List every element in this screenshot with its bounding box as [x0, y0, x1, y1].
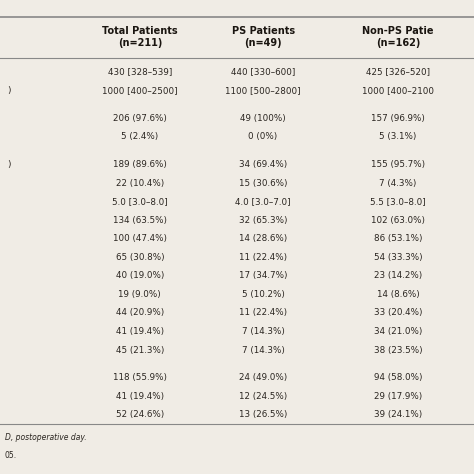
Text: 23 (14.2%): 23 (14.2%)	[374, 271, 422, 280]
Text: 05.: 05.	[5, 451, 17, 459]
Text: 7 (14.3%): 7 (14.3%)	[242, 346, 284, 355]
Text: 102 (63.0%): 102 (63.0%)	[371, 216, 425, 225]
Text: 12 (24.5%): 12 (24.5%)	[239, 392, 287, 401]
Text: 189 (89.6%): 189 (89.6%)	[113, 160, 167, 169]
Text: 40 (19.0%): 40 (19.0%)	[116, 271, 164, 280]
Text: 45 (21.3%): 45 (21.3%)	[116, 346, 164, 355]
Text: 34 (21.0%): 34 (21.0%)	[374, 327, 422, 336]
Text: 5.5 [3.0–8.0]: 5.5 [3.0–8.0]	[370, 197, 426, 206]
Text: 430 [328–539]: 430 [328–539]	[108, 67, 172, 76]
Text: 39 (24.1%): 39 (24.1%)	[374, 410, 422, 419]
Text: 155 (95.7%): 155 (95.7%)	[371, 160, 425, 169]
Text: 5.0 [3.0–8.0]: 5.0 [3.0–8.0]	[112, 197, 168, 206]
Text: 134 (63.5%): 134 (63.5%)	[113, 216, 167, 225]
Text: ): )	[7, 160, 10, 169]
Text: 1000 [400–2500]: 1000 [400–2500]	[102, 86, 178, 95]
Text: 425 [326–520]: 425 [326–520]	[366, 67, 430, 76]
Text: 100 (47.4%): 100 (47.4%)	[113, 234, 167, 243]
Text: 1000 [400–2100: 1000 [400–2100	[362, 86, 434, 95]
Text: 44 (20.9%): 44 (20.9%)	[116, 309, 164, 318]
Text: 118 (55.9%): 118 (55.9%)	[113, 374, 167, 383]
Text: 65 (30.8%): 65 (30.8%)	[116, 253, 164, 262]
Text: 41 (19.4%): 41 (19.4%)	[116, 392, 164, 401]
Text: 7 (4.3%): 7 (4.3%)	[380, 179, 417, 188]
Text: 33 (20.4%): 33 (20.4%)	[374, 309, 422, 318]
Text: 206 (97.6%): 206 (97.6%)	[113, 114, 167, 123]
Text: D, postoperative day.: D, postoperative day.	[5, 433, 86, 441]
Text: 94 (58.0%): 94 (58.0%)	[374, 374, 422, 383]
Text: 5 (2.4%): 5 (2.4%)	[121, 132, 158, 141]
Text: 440 [330–600]: 440 [330–600]	[231, 67, 295, 76]
Text: 22 (10.4%): 22 (10.4%)	[116, 179, 164, 188]
Text: 54 (33.3%): 54 (33.3%)	[374, 253, 422, 262]
Text: 15 (30.6%): 15 (30.6%)	[239, 179, 287, 188]
Text: 14 (8.6%): 14 (8.6%)	[377, 290, 419, 299]
Text: 17 (34.7%): 17 (34.7%)	[239, 271, 287, 280]
Text: 157 (96.9%): 157 (96.9%)	[371, 114, 425, 123]
Text: 1100 [500–2800]: 1100 [500–2800]	[225, 86, 301, 95]
Text: 14 (28.6%): 14 (28.6%)	[239, 234, 287, 243]
Text: PS Patients
(n=49): PS Patients (n=49)	[231, 26, 295, 48]
Text: 86 (53.1%): 86 (53.1%)	[374, 234, 422, 243]
Text: ): )	[7, 86, 10, 95]
Text: 29 (17.9%): 29 (17.9%)	[374, 392, 422, 401]
Text: 38 (23.5%): 38 (23.5%)	[374, 346, 422, 355]
Text: 11 (22.4%): 11 (22.4%)	[239, 309, 287, 318]
Text: 4.0 [3.0–7.0]: 4.0 [3.0–7.0]	[235, 197, 291, 206]
Text: 13 (26.5%): 13 (26.5%)	[239, 410, 287, 419]
Text: 0 (0%): 0 (0%)	[248, 132, 278, 141]
Text: Non-PS Patie
(n=162): Non-PS Patie (n=162)	[363, 26, 434, 48]
Text: 5 (3.1%): 5 (3.1%)	[380, 132, 417, 141]
Text: 52 (24.6%): 52 (24.6%)	[116, 410, 164, 419]
Text: 11 (22.4%): 11 (22.4%)	[239, 253, 287, 262]
Text: 5 (10.2%): 5 (10.2%)	[242, 290, 284, 299]
Text: Total Patients
(n=211): Total Patients (n=211)	[102, 26, 178, 48]
Text: 7 (14.3%): 7 (14.3%)	[242, 327, 284, 336]
Text: 19 (9.0%): 19 (9.0%)	[118, 290, 161, 299]
Text: 32 (65.3%): 32 (65.3%)	[239, 216, 287, 225]
Text: 49 (100%): 49 (100%)	[240, 114, 286, 123]
Text: 41 (19.4%): 41 (19.4%)	[116, 327, 164, 336]
Text: 34 (69.4%): 34 (69.4%)	[239, 160, 287, 169]
Text: 24 (49.0%): 24 (49.0%)	[239, 374, 287, 383]
